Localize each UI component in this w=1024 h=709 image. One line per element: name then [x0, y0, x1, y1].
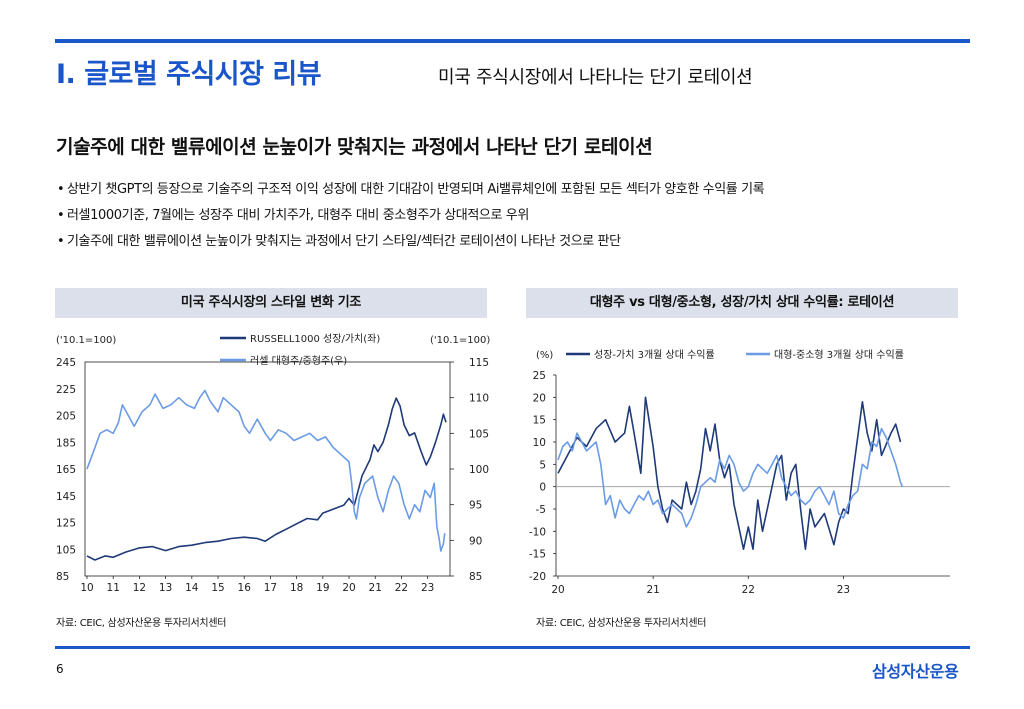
y-tick-label: 0: [539, 482, 546, 494]
series-line-1: [557, 396, 902, 550]
y-left-tick-label: 245: [56, 357, 76, 369]
x-tick-label: 22: [742, 584, 755, 596]
y-left-tick-label: 185: [56, 437, 76, 449]
y-right-tick-label: 100: [469, 464, 489, 476]
x-tick-label: 10: [80, 582, 93, 594]
left-chart-source: 자료: CEIC, 삼성자산운용 투자리서치센터: [56, 618, 227, 629]
y-right-tick-label: 85: [469, 571, 482, 583]
x-tick-label: 22: [395, 582, 408, 594]
y-right-tick-label: 115: [469, 357, 489, 369]
y-tick-label: -15: [529, 549, 546, 561]
x-tick-label: 12: [133, 582, 146, 594]
y-right-tick-label: 105: [469, 428, 489, 440]
y-left-tick-label: 225: [56, 384, 76, 396]
y-left-tick-label: 205: [56, 411, 76, 423]
y-right-tick-label: 90: [469, 535, 482, 547]
page-number: 6: [56, 662, 64, 676]
legend-label-2: 러셀 대형주/중형주(우): [250, 355, 347, 367]
y-left-tick-label: 145: [56, 491, 76, 503]
brand-logo-text: 삼성자산운용: [872, 662, 959, 681]
legend-label-2: 대형-중소형 3개월 상대 수익률: [774, 349, 904, 361]
section-title: I. 글로벌 주식시장 리뷰: [56, 59, 322, 90]
x-tick-label: 18: [290, 582, 303, 594]
x-tick-label: 17: [264, 582, 277, 594]
y-left-tick-label: 125: [56, 518, 76, 530]
legend-label-1: RUSSELL1000 성장/가치(좌): [250, 333, 380, 345]
y-tick-label: -20: [529, 571, 546, 583]
x-tick-label: 20: [342, 582, 355, 594]
y-left-tick-label: 105: [56, 544, 76, 556]
y-tick-label: 20: [533, 392, 546, 404]
bullet-item: • 상반기 챗GPT의 등장으로 기술주의 구조적 이익 성장에 대한 기대감이 …: [57, 182, 765, 197]
y-left-tick-label: 165: [56, 464, 76, 476]
page-subtitle: 미국 주식시장에서 나타나는 단기 로테이션: [438, 67, 753, 88]
top-rule: [55, 39, 970, 43]
y-tick-label: -5: [536, 504, 546, 516]
x-tick-label: 15: [211, 582, 224, 594]
y-right-tick-label: 110: [469, 393, 489, 405]
x-tick-label: 23: [421, 582, 434, 594]
plot-frame: [84, 361, 451, 577]
y-tick-label: 10: [533, 437, 546, 449]
x-tick-label: 14: [185, 582, 199, 594]
y-axis-unit: (%): [536, 350, 553, 361]
bullet-list: • 상반기 챗GPT의 등장으로 기술주의 구조적 이익 성장에 대한 기대감이 …: [57, 178, 765, 256]
y-left-tick-label: 85: [56, 571, 69, 583]
bullet-item: • 러셀1000기준, 7월에는 성장주 대비 가치주가, 대형주 대비 중소형주…: [57, 208, 529, 223]
x-tick-label: 19: [316, 582, 329, 594]
x-tick-label: 23: [837, 584, 850, 596]
left-chart-title: 미국 주식시장의 스타일 변화 기조: [55, 288, 487, 318]
style-change-chart: ('10.1=100) ('10.1=100) 85 105 125 145 165 185 2…: [56, 333, 490, 594]
y-tick-label: 25: [533, 370, 546, 382]
x-tick-label: 13: [159, 582, 172, 594]
x-tick-label: 11: [107, 582, 120, 594]
x-tick-label: 21: [646, 584, 659, 596]
y-tick-label: 5: [539, 459, 546, 471]
x-tick-label: 20: [551, 584, 564, 596]
right-chart-title: 대형주 vs 대형/중소형, 성장/가치 상대 수익률: 로테이션: [526, 288, 958, 318]
series-line-2: [557, 427, 904, 528]
y-tick-label: -10: [529, 526, 546, 538]
bottom-rule: [55, 646, 970, 649]
bullet-item: • 기술주에 대한 밸류에이션 눈높이가 맞춰지는 과정에서 단기 스타일/섹터간…: [57, 234, 621, 249]
x-tick-label: 16: [238, 582, 252, 594]
y-right-tick-label: 95: [469, 500, 482, 512]
left-axis-unit: ('10.1=100): [56, 335, 116, 346]
legend-label-1: 성장-가치 3개월 상대 수익률: [594, 349, 715, 361]
right-chart-source: 자료: CEIC, 삼성자산운용 투자리서치센터: [536, 618, 707, 629]
series-line-1: [86, 397, 447, 561]
series-line-2: [86, 389, 446, 552]
relative-return-chart: (%) -20 -15 -10 -5 0 5 10 15 20 25 20 21 22 23 성장-가치 3개…: [529, 349, 950, 596]
headline: 기술주에 대한 밸류에이션 눈높이가 맞춰지는 과정에서 나타난 단기 로테이션: [56, 136, 653, 158]
right-axis-unit: ('10.1=100): [430, 335, 490, 346]
x-tick-label: 21: [369, 582, 382, 594]
y-tick-label: 15: [533, 415, 546, 427]
